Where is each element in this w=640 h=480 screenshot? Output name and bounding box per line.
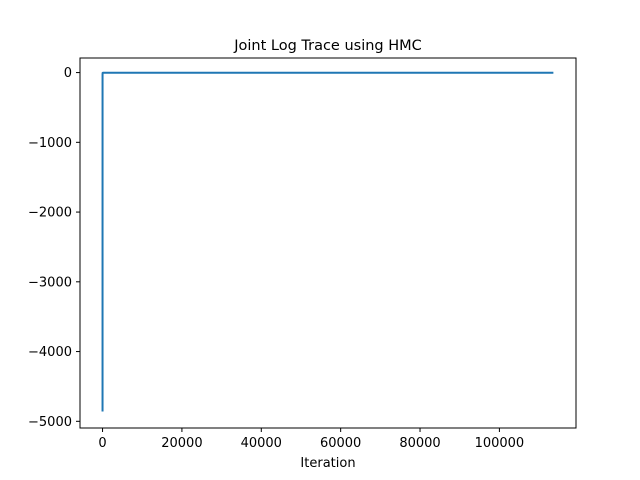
x-tick-label: 0 bbox=[98, 436, 106, 451]
y-tick-label: −5000 bbox=[28, 415, 72, 430]
y-tick-label: −1000 bbox=[28, 136, 72, 151]
chart-title: Joint Log Trace using HMC bbox=[233, 38, 422, 54]
y-axis: 0 −1000 −2000 −3000 −4000 −5000 bbox=[28, 66, 80, 430]
y-tick-label: −3000 bbox=[28, 275, 72, 290]
x-axis-label: Iteration bbox=[300, 456, 355, 471]
plot-frame bbox=[79, 57, 577, 429]
y-tick-label: 0 bbox=[64, 66, 72, 81]
y-tick-label: −4000 bbox=[28, 345, 72, 360]
plot-series-group bbox=[101, 71, 554, 412]
x-tick-label: 60000 bbox=[320, 436, 361, 451]
series-line-0 bbox=[101, 71, 554, 412]
x-tick-label: 20000 bbox=[161, 436, 202, 451]
x-tick-label: 100000 bbox=[475, 436, 525, 451]
y-tick-label: −2000 bbox=[28, 206, 72, 221]
x-tick-label: 80000 bbox=[399, 436, 440, 451]
x-tick-label: 40000 bbox=[241, 436, 282, 451]
x-axis: 0 20000 40000 60000 80000 100000 bbox=[98, 428, 524, 451]
